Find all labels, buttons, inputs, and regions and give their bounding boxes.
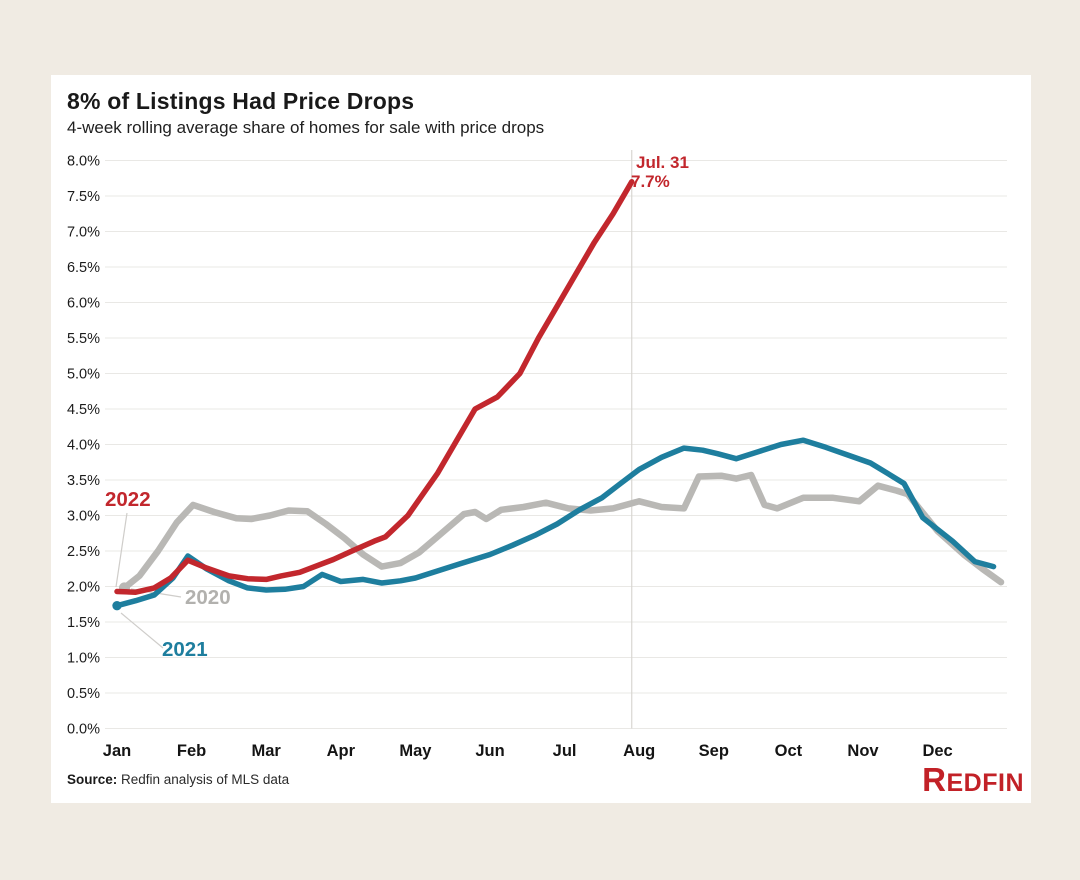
chart-title: 8% of Listings Had Price Drops bbox=[67, 88, 415, 114]
y-tick-label: 2.5% bbox=[67, 544, 100, 560]
x-tick-label: Oct bbox=[775, 742, 803, 760]
y-tick-label: 2.0% bbox=[67, 580, 100, 596]
series-label-2022: 2022 bbox=[105, 488, 151, 511]
y-tick-label: 7.0% bbox=[67, 225, 100, 241]
y-tick-label: 0.0% bbox=[67, 722, 100, 738]
series-label-2020: 2020 bbox=[185, 586, 231, 609]
leader-line-2022 bbox=[115, 512, 128, 588]
x-tick-label: Sep bbox=[699, 742, 729, 760]
annotation-text: Jul. 31 bbox=[636, 153, 689, 172]
y-tick-label: 0.5% bbox=[67, 686, 100, 702]
series-lines bbox=[112, 179, 1005, 611]
y-tick-label: 4.5% bbox=[67, 402, 100, 418]
source-text: Redfin analysis of MLS data bbox=[117, 772, 290, 787]
y-tick-label: 7.5% bbox=[67, 189, 100, 205]
y-tick-label: 6.0% bbox=[67, 296, 100, 312]
gridlines bbox=[105, 160, 1007, 729]
y-tick-label: 5.5% bbox=[67, 331, 100, 347]
series-label-2021: 2021 bbox=[162, 638, 208, 661]
series-labels: 2020 2021 2022 bbox=[105, 488, 231, 661]
y-tick-label: 3.0% bbox=[67, 509, 100, 525]
source-note: Source: Redfin analysis of MLS data bbox=[67, 772, 289, 787]
series-line-2020 bbox=[121, 471, 1005, 592]
y-tick-label: 1.0% bbox=[67, 651, 100, 667]
y-tick-label: 1.5% bbox=[67, 615, 100, 631]
price-drops-line-chart: 8.0% 7.5% 7.0% 6.5% 6.0% 5.5% 5.0% 4.5% 4.0% 3.5%… bbox=[67, 150, 1007, 760]
x-tick-label: Jan bbox=[103, 742, 131, 760]
y-tick-label: 5.0% bbox=[67, 367, 100, 383]
series-start-dot-2021 bbox=[112, 600, 122, 611]
x-tick-label: Aug bbox=[623, 742, 655, 760]
x-tick-label: Mar bbox=[252, 742, 282, 760]
y-tick-label: 8.0% bbox=[67, 154, 100, 170]
y-tick-label: 4.0% bbox=[67, 438, 100, 454]
x-tick-label: Jun bbox=[475, 742, 504, 760]
x-tick-label: May bbox=[399, 742, 432, 760]
y-axis-labels: 8.0% 7.5% 7.0% 6.5% 6.0% 5.5% 5.0% 4.5% 4.0% 3.5%… bbox=[67, 154, 100, 738]
series-line-2021 bbox=[114, 437, 997, 609]
source-label: Source: bbox=[67, 772, 118, 787]
x-tick-label: Feb bbox=[177, 742, 206, 760]
y-tick-label: 6.5% bbox=[67, 260, 100, 276]
x-tick-label: Jul bbox=[553, 742, 577, 760]
annotation-text: 7.7% bbox=[631, 172, 670, 191]
chart-subtitle: 4-week rolling average share of homes fo… bbox=[67, 118, 545, 137]
redfin-logo: REDFIN bbox=[922, 761, 1024, 798]
y-tick-label: 3.5% bbox=[67, 473, 100, 489]
x-tick-label: Apr bbox=[327, 742, 356, 760]
x-tick-label: Dec bbox=[922, 742, 952, 760]
x-tick-label: Nov bbox=[847, 742, 879, 760]
leader-line-2021 bbox=[120, 612, 164, 649]
series-line-2022 bbox=[114, 179, 635, 595]
chart-card: 8% of Listings Had Price Drops 4-week ro… bbox=[51, 75, 1031, 803]
x-axis-labels: Jan Feb Mar Apr May Jun Jul Aug Sep Oct Nov Dec bbox=[103, 742, 953, 760]
annotation: Jul. 317.7% bbox=[631, 153, 689, 191]
